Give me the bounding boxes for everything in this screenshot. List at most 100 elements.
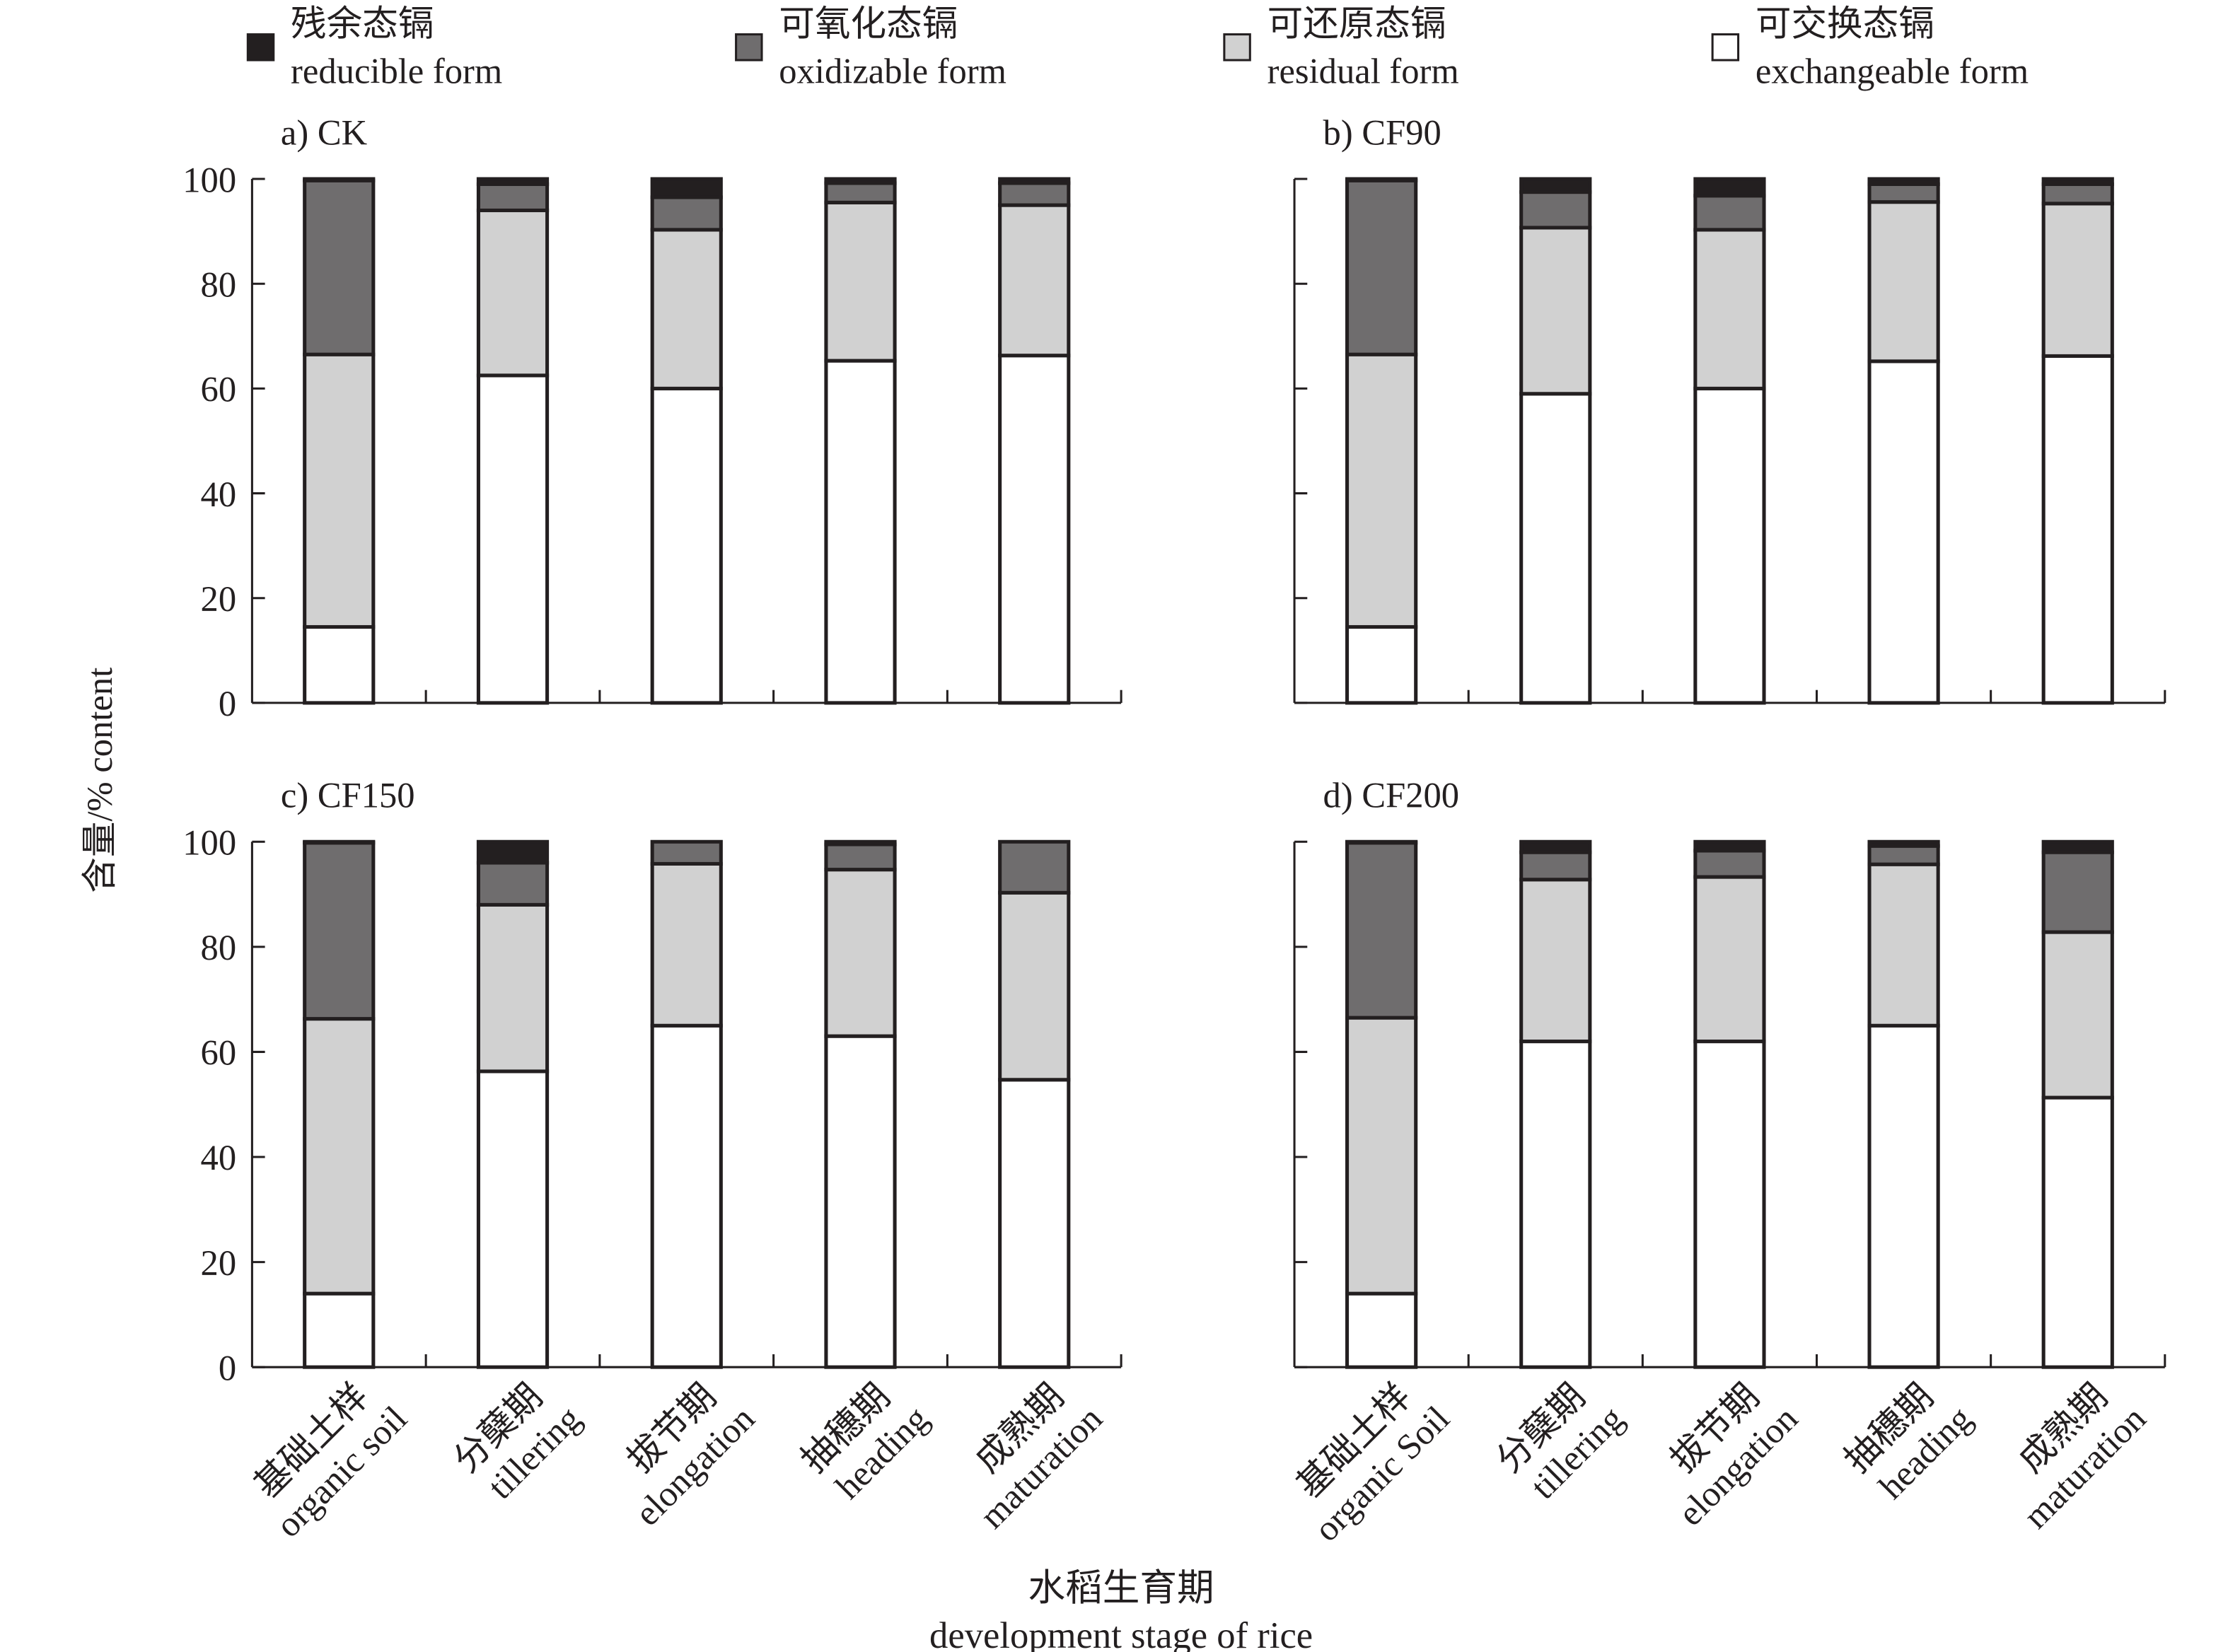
bar-segment-exchangeable-form (824, 359, 897, 705)
bar-segment-exchangeable-form (1519, 1040, 1592, 1369)
y-tick-label: 100 (182, 822, 236, 862)
bar-segment-oxidizable-form (1693, 194, 1766, 232)
bar-segment-reducible-form (476, 177, 550, 186)
bar-segment-exchangeable-form (476, 373, 550, 705)
panel-1: b) CF90 (1293, 112, 2166, 705)
bar-segment-oxidizable-form (1867, 844, 1940, 866)
legend-label-zh: 可交换态镉 (1756, 4, 1934, 44)
legend-label-zh: 可还原态镉 (1267, 4, 1446, 44)
bar-segment-reducible-form (998, 177, 1071, 185)
bar-segment-exchangeable-form (650, 386, 723, 705)
y-tick-label: 20 (201, 1243, 237, 1283)
bar-segment-exchangeable-form (1867, 1023, 1940, 1369)
bar-segment-exchangeable-form (1345, 1291, 1418, 1369)
bar-segment-reducible-form (1519, 839, 1592, 854)
bar-segment-oxidizable-form (1345, 178, 1418, 356)
bar-segment-exchangeable-form (303, 624, 376, 705)
bar-segment-exchangeable-form (1345, 624, 1418, 705)
panel-title: d) CF200 (1323, 776, 1460, 815)
bar-segment-exchangeable-form (650, 1023, 723, 1369)
bar-segment-oxidizable-form (650, 195, 723, 232)
y-tick-label: 60 (201, 370, 237, 409)
bar-segment-residual-form (1345, 1016, 1418, 1296)
bar-segment-reducible-form (824, 839, 897, 847)
bar-segment-reducible-form (2041, 839, 2114, 854)
bar-segment-reducible-form (2041, 177, 2114, 186)
bar-segment-residual-form (998, 203, 1071, 358)
y-tick-label: 40 (201, 475, 237, 514)
bar-segment-reducible-form (650, 177, 723, 199)
bar-segment-oxidizable-form (1345, 841, 1418, 1020)
bar-segment-exchangeable-form (2041, 1095, 2114, 1369)
bar-segment-residual-form (998, 890, 1071, 1082)
bar-segment-exchangeable-form (824, 1034, 897, 1369)
y-tick-label: 40 (201, 1138, 237, 1177)
y-tick-label: 100 (182, 160, 236, 199)
bar-segment-oxidizable-form (1519, 190, 1592, 230)
panels: a) CK 0 20 40 60 80 100 b) CF90 c) CF150 0 20 40 60 8… (182, 112, 2166, 1549)
panel-title: b) CF90 (1323, 112, 1441, 152)
bar-segment-residual-form (476, 902, 550, 1074)
bar-segment-exchangeable-form (1519, 392, 1592, 705)
bar-segment-reducible-form (1519, 177, 1592, 194)
bar-segment-exchangeable-form (303, 1291, 376, 1369)
legend-swatch-2 (1223, 33, 1251, 62)
bar-segment-reducible-form (1693, 177, 1766, 198)
bar-segment-reducible-form (476, 839, 550, 865)
bar-segment-reducible-form (1345, 177, 1418, 182)
bar-segment-residual-form (650, 861, 723, 1028)
bar-segment-reducible-form (303, 177, 376, 182)
bar-segment-residual-form (1519, 226, 1592, 396)
y-tick-label: 60 (201, 1033, 237, 1073)
bar-segment-exchangeable-form (998, 354, 1071, 705)
legend-swatch-1 (735, 33, 763, 62)
bar-segment-oxidizable-form (2041, 182, 2114, 206)
bar-segment-residual-form (1693, 875, 1766, 1044)
bar-segment-exchangeable-form (476, 1069, 550, 1369)
bar-segment-oxidizable-form (998, 839, 1071, 895)
y-tick-label: 20 (201, 579, 237, 619)
bar-segment-exchangeable-form (1867, 359, 1940, 705)
bar-segment-oxidizable-form (998, 181, 1071, 207)
x-axis-title-zh: 水稻生育期 (1028, 1568, 1214, 1609)
bar-segment-residual-form (1867, 200, 1940, 363)
bar-segment-oxidizable-form (1693, 849, 1766, 879)
bar-segment-exchangeable-form (2041, 354, 2114, 705)
legend-label-en: exchangeable form (1756, 51, 2029, 91)
bar-segment-oxidizable-form (476, 182, 550, 213)
bar-segment-oxidizable-form (824, 181, 897, 204)
bar-segment-exchangeable-form (998, 1078, 1071, 1369)
bar-segment-residual-form (2041, 930, 2114, 1100)
bar-segment-residual-form (1693, 228, 1766, 390)
bar-segment-residual-form (476, 208, 550, 378)
legend-swatch-0 (246, 33, 275, 62)
panel-title: a) CK (281, 112, 368, 152)
y-axis-title: 含量/% content (80, 668, 120, 893)
y-tick-label: 80 (201, 264, 237, 304)
legend-label-en: reducible form (291, 51, 502, 91)
legend: 残余态镉 reducible form 可氧化态镉 oxidizable form 可还… (246, 4, 2029, 91)
legend-swatch-3 (1711, 33, 1740, 62)
bar-segment-oxidizable-form (1867, 182, 1940, 204)
bar-segment-oxidizable-form (476, 861, 550, 907)
bar-segment-residual-form (1519, 878, 1592, 1044)
bar-segment-oxidizable-form (650, 839, 723, 866)
y-tick-label: 0 (219, 1348, 236, 1388)
bar-segment-residual-form (824, 868, 897, 1038)
x-axis-title-en: development stage of rice (929, 1615, 1313, 1652)
legend-label-zh: 残余态镉 (291, 4, 434, 44)
bar-segment-oxidizable-form (2041, 850, 2114, 934)
